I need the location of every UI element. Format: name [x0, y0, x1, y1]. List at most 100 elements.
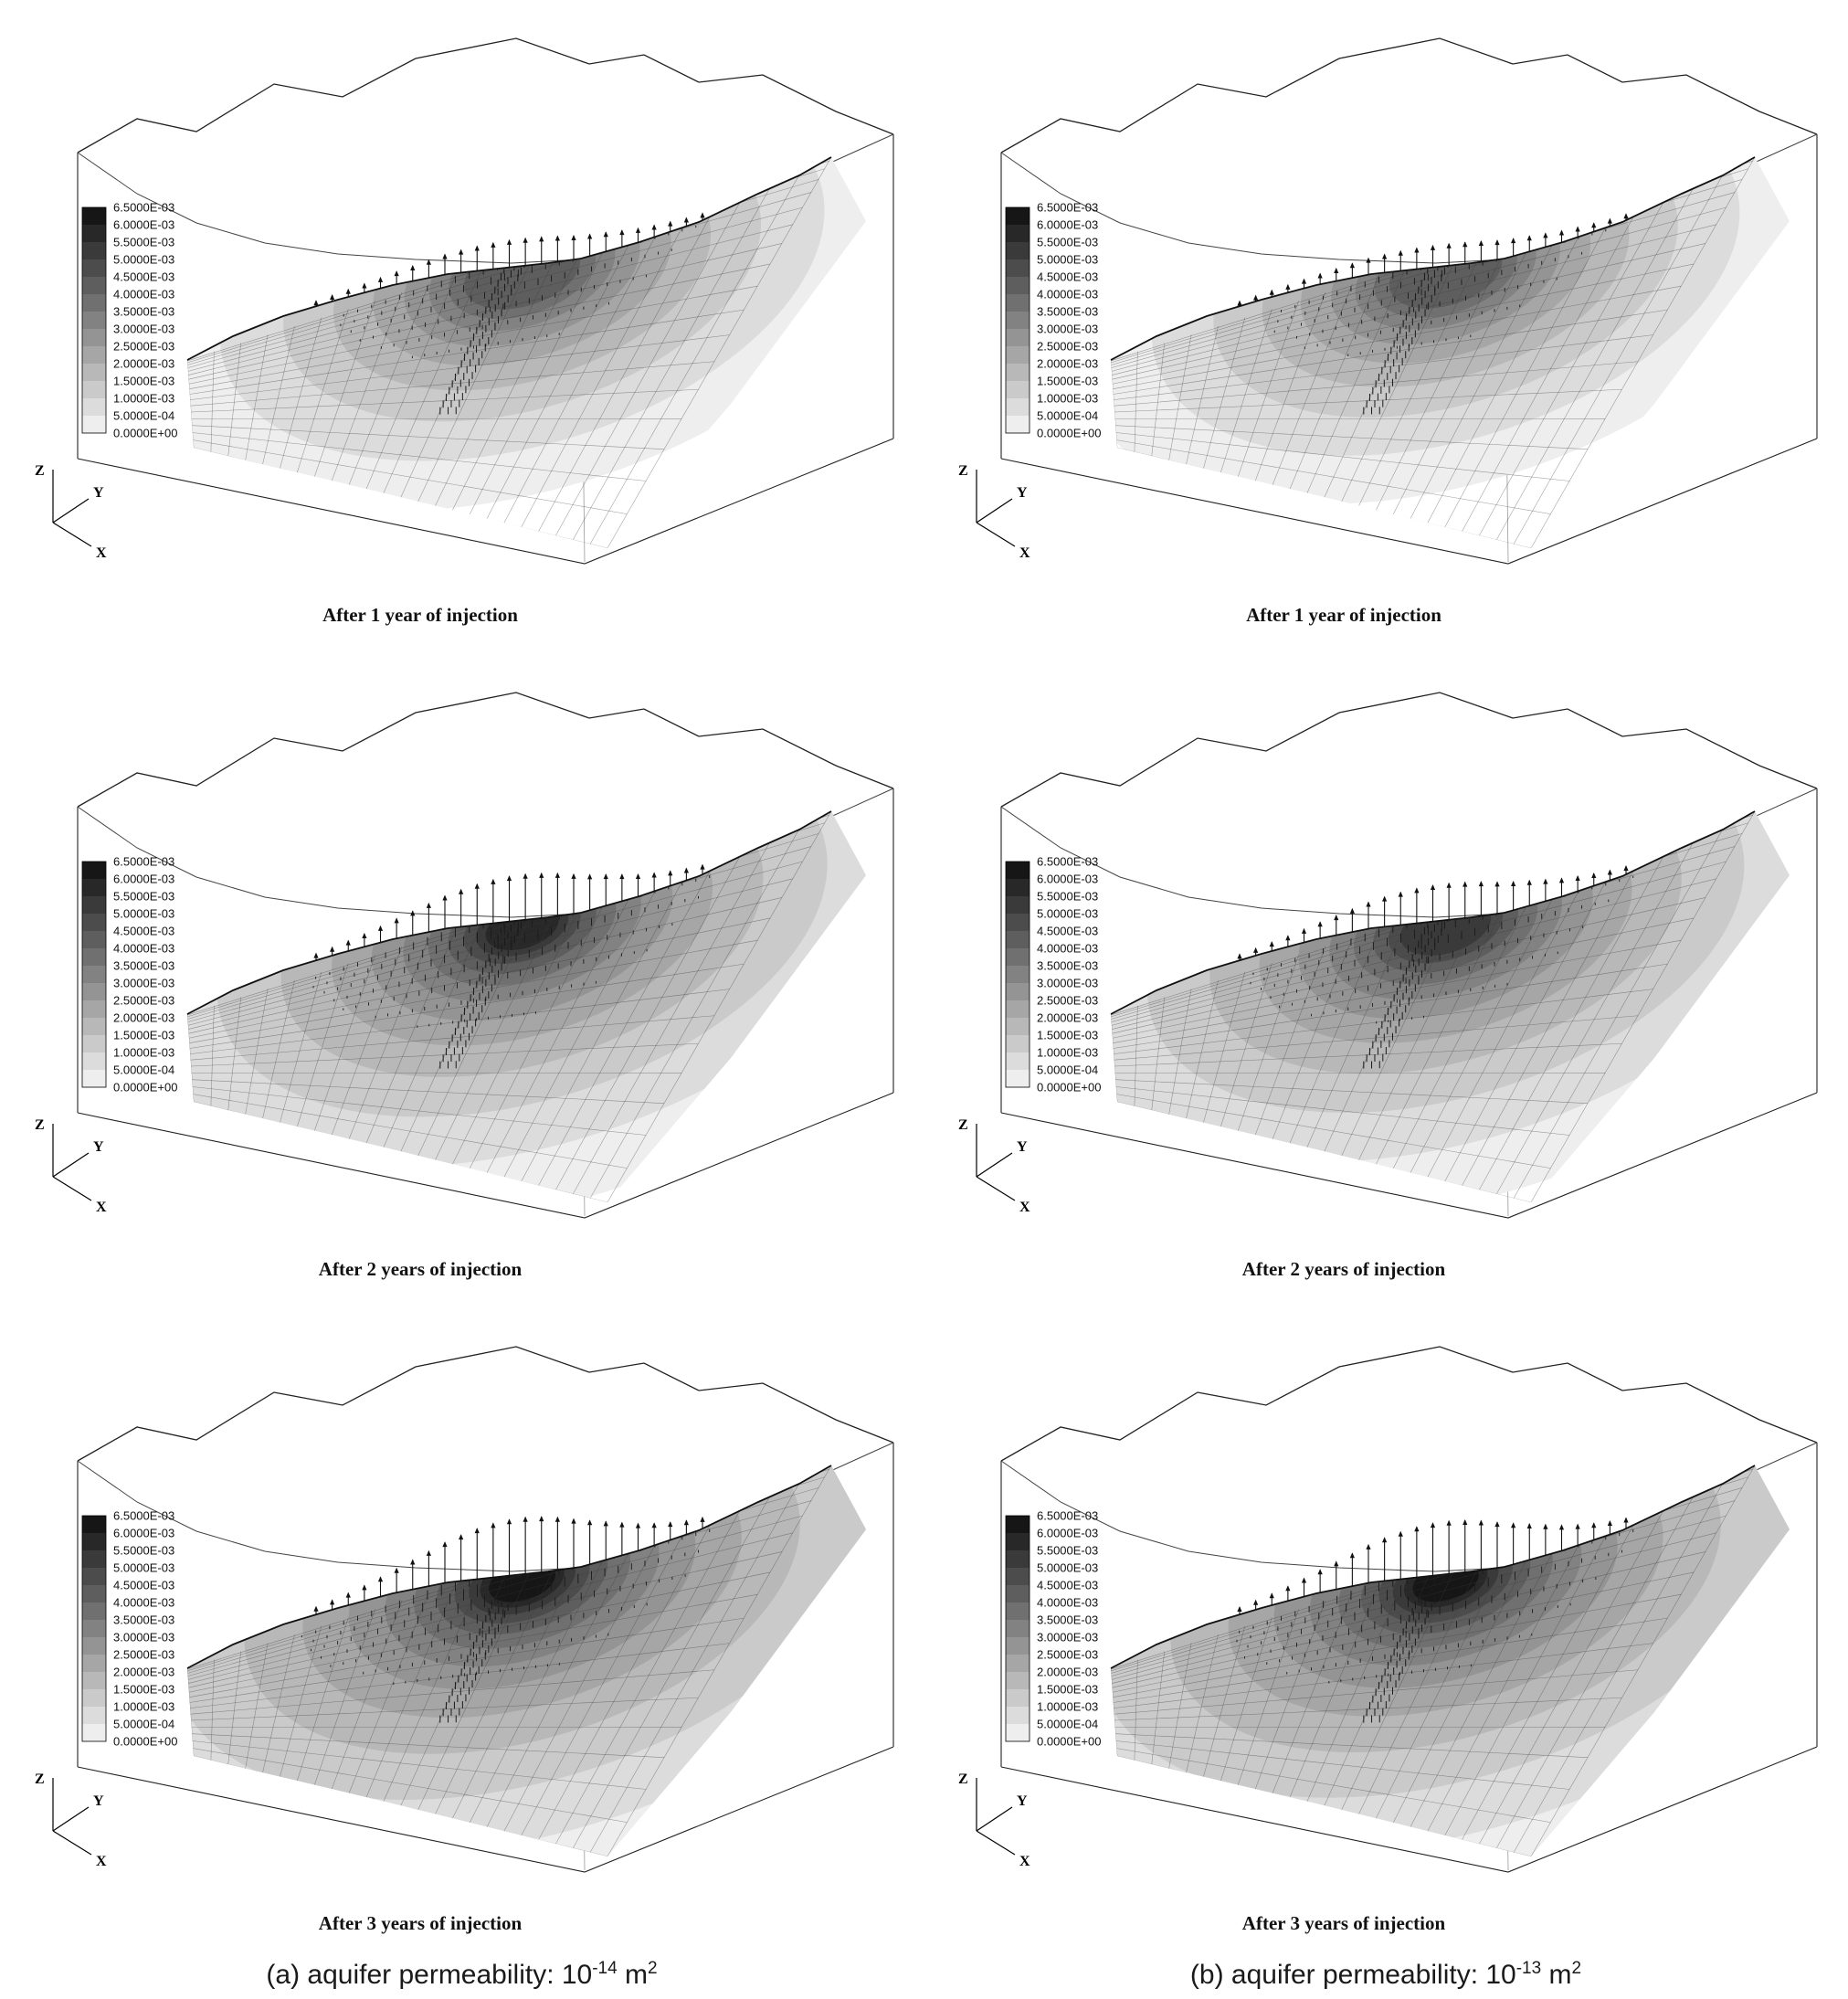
panel-a-year1: After 1 year of injection 6.5000E-03 6.00…: [0, 11, 924, 641]
legend-label: 5.0000E-03: [1037, 253, 1098, 267]
legend-label: 4.5000E-03: [1037, 925, 1098, 938]
colorbar: 6.5000E-03 6.0000E-03 5.5000E-03 5.0000E-03…: [1005, 855, 1101, 1095]
axis-label-x: X: [96, 1200, 107, 1215]
legend-label: 5.5000E-03: [1037, 236, 1098, 249]
legend-label: 2.0000E-03: [113, 1666, 174, 1679]
uplift-arrows: [313, 1516, 705, 1615]
legend-label: 6.0000E-03: [1037, 1527, 1098, 1540]
caption-a: (a) aquifer permeability: 10-14 m2: [0, 1959, 924, 1991]
plot-canvas-a-year3: After 3 years of injection 6.5000E-03 6.0…: [35, 1346, 894, 1934]
legend-label: 5.5000E-03: [1037, 1544, 1098, 1558]
legend-label: 6.0000E-03: [113, 1527, 174, 1540]
legend-label: 3.0000E-03: [113, 977, 174, 990]
legend-label: 1.5000E-03: [1037, 375, 1098, 388]
group-captions: (a) aquifer permeability: 10-14 m2 (b) a…: [0, 1959, 1848, 1991]
legend-label: 1.5000E-03: [113, 375, 174, 388]
colorbar: 6.5000E-03 6.0000E-03 5.5000E-03 5.0000E-03…: [81, 1509, 177, 1749]
axis-label-y: Y: [93, 485, 104, 501]
mesh-grid: [187, 1465, 832, 1856]
legend-label: 2.5000E-03: [1037, 1648, 1098, 1662]
legend-label: 2.5000E-03: [113, 340, 174, 354]
caption-a-unit: m: [617, 1960, 649, 1990]
legend-label: 5.0000E-03: [1037, 1561, 1098, 1575]
plot-canvas-b-year1: After 1 year of injection 6.5000E-03 6.00…: [958, 37, 1818, 626]
surface-top-edge: [186, 810, 832, 1015]
legend-label: 5.5000E-03: [1037, 890, 1098, 904]
legend-label: 3.5000E-03: [1037, 1613, 1098, 1627]
legend-label: 2.0000E-03: [1037, 1666, 1098, 1679]
legend-label: 2.5000E-03: [113, 994, 174, 1008]
axis-label-y: Y: [1017, 485, 1028, 501]
legend-label: 1.0000E-03: [113, 1046, 174, 1060]
legend-label: 6.5000E-03: [113, 201, 174, 215]
legend-label: 2.0000E-03: [1037, 1011, 1098, 1025]
legend-label: 4.0000E-03: [113, 1596, 174, 1610]
panel-title: After 1 year of injection: [322, 604, 518, 626]
legend-label: 0.0000E+00: [113, 1735, 177, 1749]
legend-label: 5.0000E-03: [113, 907, 174, 921]
axis-label-y: Y: [93, 1793, 104, 1809]
legend-label: 3.0000E-03: [1037, 1631, 1098, 1645]
legend-label: 4.0000E-03: [1037, 288, 1098, 301]
axis-triad: Z Y X: [35, 1772, 107, 1869]
legend-label: 4.5000E-03: [1037, 1579, 1098, 1592]
caption-b: (b) aquifer permeability: 10-13 m2: [924, 1959, 1848, 1991]
axis-label-z: Z: [958, 1772, 968, 1787]
legend-label: 3.0000E-03: [1037, 977, 1098, 990]
legend-label: 1.5000E-03: [1037, 1029, 1098, 1042]
legend-label: 0.0000E+00: [1037, 427, 1101, 440]
caption-b-text: (b) aquifer permeability: 10: [1189, 1960, 1516, 1990]
axis-label-x: X: [96, 545, 107, 561]
legend-label: 6.5000E-03: [1037, 201, 1098, 215]
axis-label-z: Z: [958, 463, 968, 479]
panel-a-year2: After 2 years of injection 6.5000E-03 6.0…: [0, 665, 924, 1296]
legend-label: 6.5000E-03: [1037, 1509, 1098, 1523]
axis-triad: Z Y X: [958, 1117, 1030, 1215]
legend-label: 3.5000E-03: [113, 959, 174, 973]
legend-label: 5.0000E-04: [113, 1063, 174, 1077]
surface-top-edge: [1110, 810, 1756, 1015]
caption-a-exponent: -14: [592, 1959, 618, 1978]
panel-b-year2: After 2 years of injection 6.5000E-03 6.0…: [924, 665, 1848, 1296]
legend-label: 0.0000E+00: [113, 1081, 177, 1095]
legend-label: 1.0000E-03: [1037, 1700, 1098, 1714]
legend-label: 4.0000E-03: [1037, 1596, 1098, 1610]
panel-title: After 3 years of injection: [319, 1912, 523, 1934]
axis-label-z: Z: [35, 1772, 45, 1787]
colorbar: 6.5000E-03 6.0000E-03 5.5000E-03 5.0000E-03…: [81, 201, 177, 440]
legend-label: 6.5000E-03: [113, 855, 174, 869]
surface-top-edge: [186, 1465, 832, 1669]
axis-triad: Z Y X: [958, 1772, 1030, 1869]
legend-label: 2.5000E-03: [113, 1648, 174, 1662]
axis-label-y: Y: [1017, 1139, 1028, 1155]
colorbar: 6.5000E-03 6.0000E-03 5.5000E-03 5.0000E-03…: [1005, 201, 1101, 440]
legend-label: 3.5000E-03: [1037, 305, 1098, 319]
legend-label: 6.5000E-03: [113, 1509, 174, 1523]
legend-label: 6.0000E-03: [113, 218, 174, 232]
legend-label: 2.0000E-03: [113, 1011, 174, 1025]
legend-label: 2.5000E-03: [1037, 340, 1098, 354]
legend-label: 3.0000E-03: [113, 323, 174, 336]
legend-label: 6.0000E-03: [113, 873, 174, 886]
colorbar: 6.5000E-03 6.0000E-03 5.5000E-03 5.0000E-03…: [81, 855, 177, 1095]
plot-canvas-a-year1: After 1 year of injection 6.5000E-03 6.00…: [35, 37, 894, 626]
legend-label: 3.5000E-03: [113, 305, 174, 319]
legend-label: 5.0000E-03: [1037, 907, 1098, 921]
contour-bands: [187, 157, 866, 512]
legend-label: 6.5000E-03: [1037, 855, 1098, 869]
uplift-arrows: [1237, 213, 1629, 307]
legend-label: 2.0000E-03: [1037, 357, 1098, 371]
legend-label: 1.0000E-03: [113, 392, 174, 406]
legend-label: 5.0000E-03: [113, 253, 174, 267]
legend-label: 1.0000E-03: [1037, 392, 1098, 406]
panel-b-year1: After 1 year of injection 6.5000E-03 6.00…: [924, 11, 1848, 641]
legend-label: 4.5000E-03: [113, 925, 174, 938]
axis-label-x: X: [1019, 545, 1030, 561]
axis-label-z: Z: [35, 1117, 45, 1133]
legend-label: 5.0000E-04: [113, 1718, 174, 1731]
legend-label: 6.0000E-03: [1037, 873, 1098, 886]
legend-label: 3.0000E-03: [1037, 323, 1098, 336]
legend-label: 4.0000E-03: [1037, 942, 1098, 956]
legend-label: 2.5000E-03: [1037, 994, 1098, 1008]
legend-label: 2.0000E-03: [113, 357, 174, 371]
